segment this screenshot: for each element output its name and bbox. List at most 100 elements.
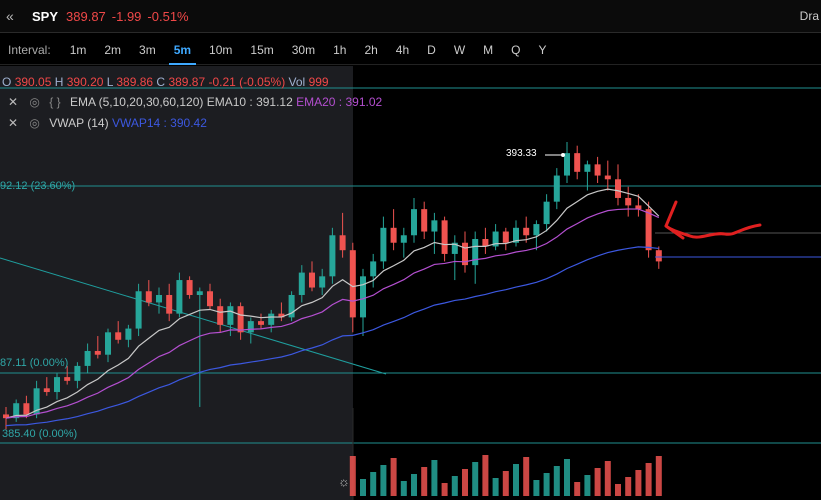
annotation-arrow: [664, 223, 762, 239]
candle-body: [125, 328, 132, 340]
interval-4h[interactable]: 4h: [395, 43, 410, 57]
candle-body: [645, 209, 652, 251]
candle-body: [441, 220, 448, 254]
ema-legend: ✕ ◎ { } EMA (5,10,20,30,60,120) EMA10 : …: [8, 95, 382, 109]
candle-body: [3, 414, 9, 419]
candle-body: [64, 377, 71, 381]
candle-body: [186, 280, 193, 295]
volume-bar: [441, 483, 448, 496]
candle-body: [513, 227, 519, 243]
interval-2h[interactable]: 2h: [364, 43, 378, 57]
candle-body: [502, 231, 509, 243]
volume-bar: [370, 472, 377, 496]
volume-bar: [390, 458, 397, 496]
candle-body: [166, 294, 173, 314]
vwap-value: VWAP14 : 390.42: [111, 116, 207, 130]
volume-bar: [482, 455, 489, 496]
candle-body: [237, 306, 244, 333]
ema-name[interactable]: EMA (5,10,20,30,60,120): [69, 95, 204, 109]
interval-2m[interactable]: 2m: [104, 43, 122, 57]
interval-d[interactable]: D: [427, 43, 436, 57]
candle-body: [349, 250, 356, 318]
candle-body: [54, 377, 60, 393]
candle-body: [625, 197, 632, 206]
volume-bar: [645, 463, 652, 496]
volume-bar: [543, 473, 550, 496]
interval-q[interactable]: Q: [511, 43, 521, 57]
interval-30m[interactable]: 30m: [291, 43, 316, 57]
interval-w[interactable]: W: [453, 43, 466, 57]
high-marker-dot: [561, 153, 565, 157]
candle-body: [390, 227, 397, 243]
interval-5m[interactable]: 5m: [165, 43, 200, 65]
vwap-legend: ✕ ◎ VWAP (14) VWAP14 : 390.42: [8, 116, 207, 130]
candle-body: [94, 350, 101, 355]
interval-10m[interactable]: 10m: [209, 43, 233, 57]
candle-body: [492, 231, 499, 247]
candle-body: [176, 280, 183, 314]
candle-body: [329, 235, 336, 277]
candle-body: [584, 164, 591, 172]
candle-body: [400, 235, 407, 243]
volume-bar: [553, 466, 560, 496]
ema20-value: EMA20 : 391.02: [296, 95, 383, 109]
eye-icon[interactable]: ◎: [29, 95, 40, 109]
close-icon[interactable]: ✕: [8, 95, 19, 109]
candle-body: [553, 175, 560, 202]
settings-braces-icon[interactable]: { }: [49, 95, 61, 109]
candle-body: [635, 205, 642, 210]
interval-y[interactable]: Y: [538, 43, 547, 57]
volume-value: 999: [308, 75, 329, 89]
volume-bar: [655, 456, 662, 496]
interval-3m[interactable]: 3m: [139, 43, 156, 57]
last-price: 389.87: [66, 8, 106, 24]
double-chevron-left-icon[interactable]: «: [6, 8, 14, 24]
interval-1m[interactable]: 1m: [69, 43, 87, 57]
trend-line: [0, 257, 387, 375]
fib-label-0: 87.11 (0.00%): [0, 357, 69, 369]
candle-body: [594, 164, 601, 176]
candle-body: [227, 306, 234, 325]
candle-body: [482, 239, 489, 247]
volume-bar: [523, 457, 530, 496]
candle-body: [74, 365, 81, 381]
interval-m[interactable]: M: [483, 43, 494, 57]
candle-body: [268, 313, 275, 325]
candle-body: [145, 291, 152, 303]
candle-body: [278, 313, 285, 318]
volume-bar: [604, 461, 611, 496]
volume-bar: [635, 470, 642, 496]
interval-15m[interactable]: 15m: [250, 43, 274, 57]
candle-body: [33, 388, 40, 415]
candle-body: [543, 201, 550, 225]
volume-bar: [564, 459, 570, 496]
volume-bar: [462, 469, 468, 496]
candle-body: [217, 306, 224, 325]
eye-icon[interactable]: ◎: [29, 116, 40, 130]
candle-body: [319, 276, 326, 288]
vwap-name[interactable]: VWAP (14): [49, 116, 109, 130]
close-icon[interactable]: ✕: [8, 116, 19, 130]
volume-bar: [400, 481, 407, 496]
candle-body: [247, 321, 254, 333]
candle-body: [472, 239, 479, 266]
volume-bar: [349, 456, 356, 496]
candle-body: [258, 321, 264, 325]
symbol[interactable]: SPY: [32, 8, 59, 24]
draw-menu[interactable]: Dra: [799, 9, 819, 23]
interval-1h[interactable]: 1h: [333, 43, 347, 57]
ema10-value: EMA10 : 391.12: [206, 95, 293, 109]
candle-body: [380, 227, 387, 262]
close-value: 389.87: [168, 75, 206, 89]
volume-bar: [502, 471, 509, 496]
candle-body: [411, 209, 417, 236]
volume-bar: [574, 482, 581, 496]
candle-body: [43, 388, 50, 393]
candle-body: [207, 291, 213, 307]
volume-bar: [533, 480, 540, 496]
interval-label: Interval:: [8, 43, 51, 57]
candle-body: [462, 242, 468, 266]
low-value: 389.86: [116, 75, 154, 89]
sun-icon[interactable]: ☼: [338, 474, 350, 489]
